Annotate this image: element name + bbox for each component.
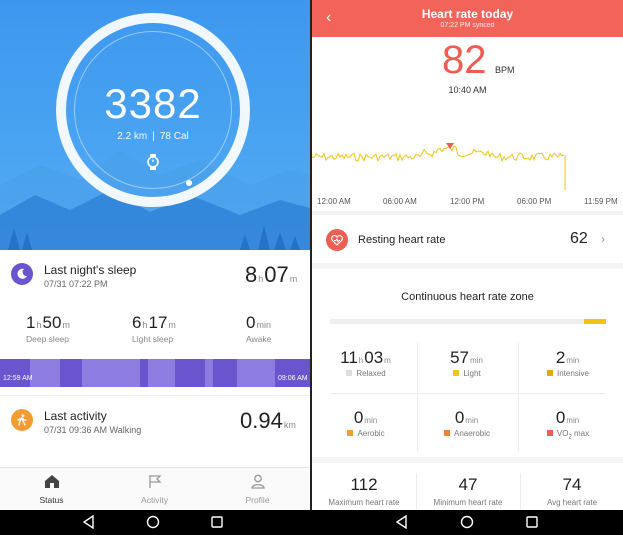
resting-heart-rate-row[interactable]: Resting heart rate 62 › [312, 215, 623, 263]
avg-heart-rate: 74 [562, 475, 582, 494]
home-nav-icon[interactable] [146, 515, 160, 529]
zone-intensive: 2min Intensive [518, 348, 618, 378]
chart-x-label: 12:00 AM [317, 197, 351, 206]
watch-icon[interactable] [146, 154, 160, 170]
zone-aerobic: 0min Aerobic [316, 408, 416, 438]
min-heart-rate: 47 [458, 475, 478, 494]
heart-rate-summary: 112 Maximum heart rate 47 Minimum heart … [312, 463, 623, 510]
activity-card[interactable]: Last activity 07/31 09:36 AM Walking 0.9… [0, 395, 310, 455]
walking-icon [11, 409, 33, 431]
activity-distance: 0.94km [240, 408, 296, 433]
activity-date: 07/31 09:36 AM Walking [44, 425, 142, 435]
reading-time: 10:40 AM [448, 85, 487, 95]
heart-rate-screen: ‹ Heart rate today 07:22 PM synced 82 BP… [312, 0, 623, 510]
distance-calories: 2.2 km | 78 Cal [117, 131, 189, 142]
resting-value: 62 [570, 230, 588, 247]
resting-label: Resting heart rate [358, 234, 446, 246]
zone-relaxed: 11h03m Relaxed [340, 348, 391, 378]
zone-distribution-bar [330, 319, 606, 324]
chevron-right-icon: › [601, 232, 605, 246]
zone-vo2max: 0min VO2 max [518, 408, 618, 441]
sleep-total: 8h07m [245, 262, 298, 287]
heart-rate-header: ‹ Heart rate today 07:22 PM synced [312, 0, 623, 37]
ring-progress-dot [186, 180, 192, 186]
heart-rate-zone-card: Continuous heart rate zone 11h03m Relaxe… [312, 269, 623, 457]
chart-x-label: 12:00 PM [450, 197, 485, 206]
back-nav-icon[interactable] [82, 515, 96, 529]
heart-rate-line [312, 145, 565, 163]
recents-nav-icon[interactable] [525, 515, 539, 529]
person-icon [250, 474, 265, 489]
steps-progress-ring [56, 13, 250, 207]
zone-light: 57min Light [450, 348, 483, 378]
zone-anaerobic: 0min Anaerobic [417, 408, 517, 438]
system-nav-bar [0, 510, 623, 535]
status-screen: 3382 2.2 km | 78 Cal Last night's sleep 07… [0, 0, 310, 510]
sleep-title: Last night's sleep [44, 263, 137, 277]
activity-title: Last activity [44, 409, 107, 423]
recents-nav-icon[interactable] [210, 515, 224, 529]
home-nav-icon[interactable] [460, 515, 474, 529]
bpm-unit: BPM [495, 65, 515, 75]
distance-value: 2.2 km [117, 131, 148, 142]
peak-marker-icon [446, 143, 454, 149]
sleep-timeline-bar[interactable]: 12:59 AM 09:06 AM [0, 359, 310, 387]
tab-profile[interactable]: Profile [206, 468, 309, 510]
deep-sleep-stat: 1h50m Deep sleep [26, 313, 70, 344]
tab-status[interactable]: Status [0, 468, 103, 510]
steps-hero: 3382 2.2 km | 78 Cal [0, 0, 310, 250]
awake-stat: 0min Awake [246, 313, 272, 344]
chart-x-label: 06:00 PM [517, 197, 552, 206]
step-count: 3382 [104, 80, 202, 127]
chart-x-label: 06:00 AM [383, 197, 417, 206]
sleep-date: 07/31 07:22 PM [44, 279, 108, 289]
sleep-end-time: 09:06 AM [278, 375, 308, 382]
sleep-start-time: 12:59 AM [3, 375, 33, 382]
bottom-tab-bar: Status Activity Profile [0, 467, 310, 510]
min-heart-rate-label: Minimum heart rate [433, 498, 503, 507]
calories-value: 78 Cal [159, 131, 189, 142]
sync-status: 07:22 PM synced [440, 22, 495, 29]
light-sleep-stat: 6h17m Light sleep [132, 313, 176, 344]
heart-rate-chart-card: 82 BPM 10:40 AM 12:00 AM 06:00 AM 12:00 … [312, 37, 623, 211]
back-nav-icon[interactable] [395, 515, 409, 529]
max-heart-rate: 112 [350, 475, 378, 494]
page-title: Heart rate today [421, 7, 514, 21]
heart-icon [326, 229, 348, 251]
moon-icon [11, 263, 33, 285]
flag-icon [148, 475, 162, 488]
current-bpm: 82 [442, 38, 487, 82]
sleep-card[interactable]: Last night's sleep 07/31 07:22 PM 8h07m [0, 250, 310, 300]
home-icon [44, 475, 59, 488]
tab-activity[interactable]: Activity [103, 468, 206, 510]
chart-x-label: 11:59 PM [584, 197, 618, 206]
zone-title: Continuous heart rate zone [401, 291, 534, 303]
heart-rate-chart[interactable] [312, 95, 623, 195]
avg-heart-rate-label: Avg heart rate [546, 498, 598, 507]
sleep-stats: 1h50m Deep sleep 6h17m Light sleep 0min … [0, 303, 310, 358]
back-arrow-icon[interactable]: ‹ [326, 9, 332, 26]
max-heart-rate-label: Maximum heart rate [328, 498, 400, 507]
